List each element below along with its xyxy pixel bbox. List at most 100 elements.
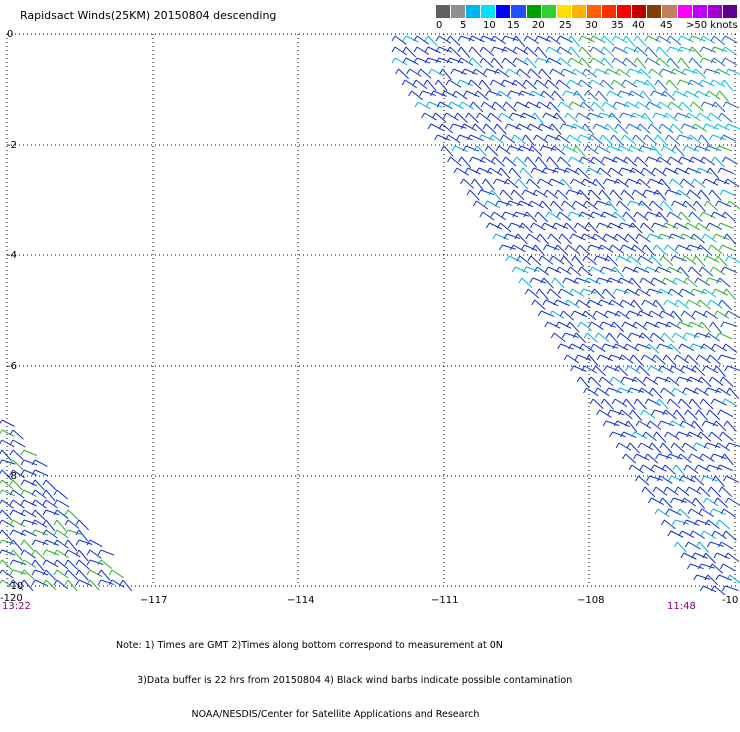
wind-barb [600,112,615,118]
wind-barb [717,442,730,452]
wind-barb [89,559,104,565]
wind-barb [529,178,541,189]
wind-barb-tick [606,90,611,97]
wind-barb-tick [709,321,714,328]
wind-barb [725,156,738,165]
wind-barb [701,134,711,147]
wind-barb-tick [428,68,433,75]
wind-barb-tick [699,398,704,405]
wind-barb-tick [665,508,670,515]
wind-barb-tick [689,530,694,537]
wind-barb [540,123,554,131]
wind-barb-tick [705,464,710,471]
wind-barb-tick [650,222,655,229]
wind-barb-tick [604,68,609,75]
wind-barb [67,539,78,552]
wind-barb-tick [686,376,691,383]
wind-barb-tick [600,46,605,53]
wind-barb [530,255,542,266]
wind-barb [724,266,738,274]
wind-barb-tick [579,288,584,295]
wind-barb [724,398,738,407]
legend-swatch [526,5,542,18]
wind-barb-tick [472,200,477,207]
wind-barb [662,497,673,509]
wind-barb-tick [9,539,14,546]
wind-barb [45,509,60,516]
wind-barb-tick [633,398,638,405]
wind-barb [686,277,698,288]
wind-barb-tick [723,420,728,427]
wind-barb [1,539,16,545]
wind-barb [460,57,474,66]
wind-barb [708,519,720,530]
wind-barb-tick [535,156,539,163]
wind-barb [723,79,734,92]
wind-barb [638,475,650,486]
wind-barb [525,134,535,147]
wind-barb-tick [665,321,670,328]
wind-barb-tick [577,134,581,141]
wind-barb [728,497,740,507]
wind-barb [548,211,561,221]
wind-barb [632,167,645,177]
wind-barb-tick [653,376,658,383]
wind-barb [485,178,495,191]
wind-barb-tick [490,35,495,42]
wind-barb-tick [548,123,553,130]
wind-barb [566,222,577,233]
wind-barb [466,90,480,98]
wind-barb [572,233,586,241]
wind-barb-tick [678,530,683,537]
wind-barb [661,310,675,319]
wind-barb [703,585,717,593]
wind-barb-tick [658,497,663,504]
wind-barb [653,277,667,285]
wind-barb-tick [600,35,605,42]
wind-barb [711,563,724,574]
wind-barb [552,255,565,265]
wind-barb-tick [627,387,632,394]
wind-barb [701,321,712,333]
wind-barb-tick [86,539,91,546]
wind-barb [520,200,534,208]
wind-barb [617,123,629,135]
wind-barb-tick [630,244,635,251]
wind-barb [684,255,697,265]
wind-barb [554,90,565,102]
wind-barb [662,68,676,75]
wind-barb-tick [674,112,678,119]
wind-barb-tick [413,46,418,53]
wind-barb-tick [617,222,622,229]
wind-barb [640,442,654,451]
wind-barb-tick [598,376,603,383]
wind-barb-tick [471,178,475,185]
wind-barb-tick [597,299,602,306]
wind-barb-tick [31,519,36,526]
wind-barb [709,354,721,365]
wind-barb [89,569,103,578]
wind-barb [714,530,727,540]
wind-barb-tick [9,529,14,536]
wind-barb [23,499,37,507]
wind-barb-tick [653,189,658,196]
wind-barb-tick [648,255,653,262]
wind-barb-tick [694,222,699,229]
wind-barb [464,68,478,75]
wind-barb-tick [693,387,698,394]
wind-barb [602,134,613,146]
wind-barb [623,244,637,252]
wind-barb [673,497,687,503]
wind-barb [394,35,407,45]
wind-barb-tick [664,376,669,383]
wind-barb [683,552,697,560]
wind-barb-tick [687,79,692,86]
wind-barb [575,145,586,157]
wind-barb [460,35,475,42]
wind-barb [705,123,720,130]
wind-barb [618,442,632,451]
wind-barb [579,244,591,255]
wind-barb [459,79,474,87]
wind-barb-tick [674,244,679,251]
wind-barb [664,277,678,285]
